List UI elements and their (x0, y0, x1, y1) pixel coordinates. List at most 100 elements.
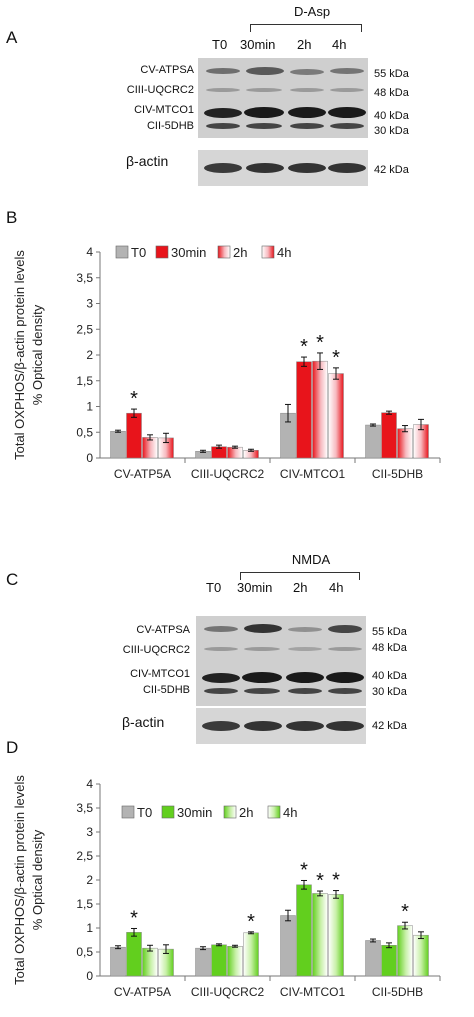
kda-label-48: 48 kDa (374, 87, 409, 99)
oxphos-blot-image (198, 58, 368, 138)
legend-label: 2h (239, 805, 253, 820)
significance-marker: * (316, 332, 324, 354)
legend-swatch (115, 245, 129, 259)
band-label-cv-atpsa: CV-ATPSA (140, 64, 194, 76)
bar (413, 934, 429, 977)
significance-marker: * (247, 911, 255, 933)
significance-marker: * (130, 907, 138, 929)
significance-marker: * (130, 388, 138, 410)
lane-label-4h: 4h (332, 37, 347, 52)
bar-chart-b: 0 0,5 1 1,5 2 2,5 3 3,5 4 Total OXPHOS/β-actin pr… (12, 245, 441, 481)
panel-letter-b: B (6, 208, 18, 227)
oxphos-blot-image (196, 616, 366, 706)
y-tick-label: 1,5 (76, 374, 93, 388)
significance-marker: * (332, 870, 340, 892)
beta-actin-label: β-actin (126, 153, 169, 169)
y-tick-label: 0 (86, 969, 93, 983)
kda-label-30: 30 kDa (374, 125, 409, 137)
y-axis-label: Total OXPHOS/β-actin protein levels (12, 775, 27, 985)
x-tick-label: CIV-MTCO1 (280, 467, 346, 481)
y-tick-label: 3,5 (76, 801, 93, 815)
kda-label-42: 42 kDa (374, 164, 409, 176)
significance-marker: * (316, 870, 324, 892)
kda-label-30: 30 kDa (372, 686, 407, 698)
bar (397, 428, 413, 459)
bar (211, 944, 227, 977)
bar (280, 915, 296, 977)
x-tick-label: CIV-MTCO1 (280, 985, 346, 999)
y-tick-label: 0,5 (76, 945, 93, 959)
kda-label-42: 42 kDa (372, 720, 407, 732)
legend-label: 2h (233, 245, 247, 260)
bar (110, 430, 126, 459)
legend-label: 4h (277, 245, 291, 260)
bar (381, 412, 397, 459)
x-tick-label: CIII-UQCRC2 (191, 467, 265, 481)
y-tick-label: 1 (86, 400, 93, 414)
legend-label: T0 (137, 805, 152, 820)
significance-marker: * (300, 859, 308, 881)
bar-chart-d: 0 0,5 1 1,5 2 2,5 3 3,5 4 Total OXPHOS/β-actin pr… (12, 775, 441, 999)
x-tick-label: CIII-UQCRC2 (191, 985, 265, 999)
bar (227, 446, 243, 459)
bar (195, 947, 211, 977)
bar (142, 947, 158, 977)
legend-swatch (223, 805, 237, 819)
bar (227, 945, 243, 977)
kda-label-55: 55 kDa (372, 626, 407, 638)
lane-label-2h: 2h (297, 37, 312, 52)
y-axis-label-secondary: % Optical density (30, 829, 45, 930)
lane-label-30min: 30min (237, 580, 273, 595)
legend-label: 30min (177, 805, 212, 820)
legend-label: T0 (131, 245, 146, 260)
legend-swatch (121, 805, 135, 819)
lane-label-4h: 4h (329, 580, 344, 595)
x-tick-label: CII-5DHB (372, 985, 423, 999)
bar (142, 437, 158, 459)
x-tick-label: CV-ATP5A (114, 985, 171, 999)
bar (110, 946, 126, 977)
y-tick-label: 3,5 (76, 271, 93, 285)
panel-letter-a: A (6, 28, 18, 47)
y-tick-label: 2,5 (76, 849, 93, 863)
bar (328, 373, 344, 459)
lane-label-t0: T0 (212, 37, 228, 52)
y-tick-label: 1,5 (76, 897, 93, 911)
bar (126, 932, 142, 977)
bar (381, 945, 397, 977)
band-label-ciii-uqcrc2: CIII-UQCRC2 (122, 644, 190, 656)
band-label-cii-5dhb: CII-5DHB (142, 684, 190, 696)
kda-label-40: 40 kDa (374, 110, 409, 122)
legend-swatch (155, 245, 169, 259)
significance-marker: * (300, 336, 308, 358)
y-axis-label-secondary: % Optical density (30, 304, 45, 405)
y-tick-label: 2,5 (76, 322, 93, 336)
legend-swatch (267, 805, 281, 819)
y-tick-label: 3 (86, 297, 93, 311)
beta-actin-blot-image (198, 150, 368, 186)
y-tick-label: 2 (86, 348, 93, 362)
bar (126, 412, 142, 459)
y-tick-label: 3 (86, 825, 93, 839)
panel-letter-d: D (6, 738, 19, 757)
y-tick-label: 4 (86, 245, 93, 259)
bar (243, 932, 259, 977)
significance-marker: * (332, 347, 340, 369)
panel-letter-c: C (6, 570, 19, 589)
kda-label-55: 55 kDa (374, 68, 409, 80)
treatment-label: D-Asp (293, 4, 331, 19)
lane-label-2h: 2h (293, 580, 308, 595)
bar (365, 424, 381, 459)
bar (397, 925, 413, 977)
band-label-civ-mtco1: CIV-MTCO1 (134, 104, 194, 116)
y-tick-label: 0,5 (76, 425, 93, 439)
lane-label-30min: 30min (240, 37, 276, 52)
y-tick-label: 0 (86, 451, 93, 465)
y-axis-label: Total OXPHOS/β-actin protein levels (12, 250, 27, 460)
beta-actin-blot-image (196, 708, 366, 744)
treatment-bracket (240, 572, 360, 580)
legend-swatch (261, 245, 275, 259)
y-tick-label: 1 (86, 921, 93, 935)
kda-label-40: 40 kDa (372, 670, 407, 682)
lane-label-t0: T0 (206, 580, 222, 595)
